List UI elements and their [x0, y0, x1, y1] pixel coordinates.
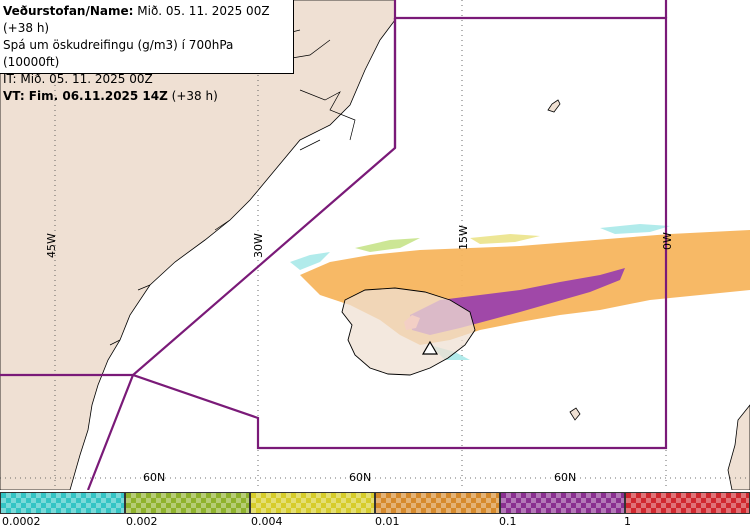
lat-label-c: 60N [554, 471, 576, 484]
lon-label-15w: 15W [457, 225, 470, 250]
lon-label-30w: 30W [252, 233, 265, 258]
legend-swatch-4 [375, 492, 500, 514]
legend-tick-3: 0.004 [251, 515, 283, 528]
info-line-valid-time: VT: Fim. 06.11.2025 14Z (+38 h) [3, 88, 293, 105]
legend-swatch-2 [125, 492, 250, 514]
info-line-issue-time: IT: Mið. 05. 11. 2025 00Z [3, 72, 153, 86]
concentration-legend: 0.0002 0.002 0.004 0.01 0.1 1 [0, 490, 750, 532]
info-name-value: Mið. 05. 11. 2025 00Z (+38 h) [3, 4, 270, 35]
fir-boundary [0, 0, 668, 490]
legend-swatch-5 [500, 492, 625, 514]
faroe-islands [569, 407, 581, 421]
legend-tick-2: 0.002 [126, 515, 158, 528]
volcano-marker-icon [421, 340, 439, 355]
lat-label-a: 60N [143, 471, 165, 484]
norway-coast [727, 404, 750, 490]
lon-label-45w: 45W [45, 233, 58, 258]
legend-swatch-6 [625, 492, 750, 514]
info-valid-value: (+38 h) [167, 89, 218, 103]
lat-label-b: 60N [349, 471, 371, 484]
jan-mayen-island [547, 99, 561, 113]
lon-label-0w: 0W [661, 232, 674, 250]
info-line-product: Spá um öskudreifingu (g/m3) í 700hPa (10… [3, 38, 234, 69]
info-valid-label: VT: Fim. 06.11.2025 14Z [3, 89, 168, 103]
map-canvas: 45W 30W 15W 0W 60N 60N 60N [0, 0, 750, 490]
legend-swatch-3 [250, 492, 375, 514]
info-name-label: Veðurstofan/Name: [3, 4, 134, 18]
legend-tick-5: 0.1 [499, 515, 517, 528]
legend-tick-4: 0.01 [375, 515, 400, 528]
legend-tick-6: 1 [624, 515, 631, 528]
legend-swatch-1 [0, 492, 125, 514]
greenland-land [0, 0, 396, 490]
legend-tick-1: 0.0002 [2, 515, 41, 528]
info-line-name: Veðurstofan/Name: Mið. 05. 11. 2025 00Z … [3, 3, 293, 37]
forecast-info-box: Veðurstofan/Name: Mið. 05. 11. 2025 00Z … [0, 0, 294, 103]
iceland-land [341, 287, 476, 376]
